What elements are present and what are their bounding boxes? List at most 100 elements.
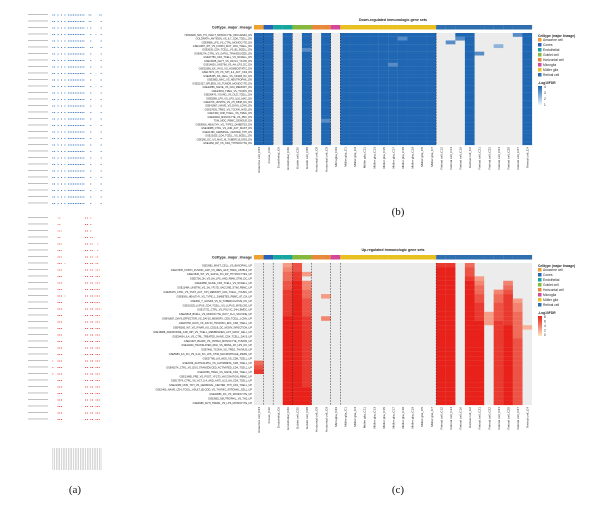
heatmap-cell — [282, 285, 293, 290]
heatmap-cell — [464, 320, 475, 326]
annotation-cell — [330, 25, 341, 30]
column-label: Müller glia_C13 — [372, 407, 376, 429]
overview-dot — [54, 40, 56, 42]
heatmap-cell — [388, 70, 398, 75]
overview-dot — [98, 301, 100, 304]
overview-dot — [98, 379, 100, 382]
heatmap-cell — [426, 33, 437, 37]
heatmap-cell — [512, 33, 523, 37]
overview-dot — [64, 150, 66, 153]
heatmap-cell — [340, 107, 350, 112]
heatmap-cell — [254, 36, 264, 41]
legend-swatch — [538, 58, 542, 62]
heatmap-cell — [263, 118, 274, 123]
overview-dot — [95, 360, 97, 362]
legend-swatch — [538, 63, 542, 67]
heatmap-cell — [378, 100, 389, 105]
heatmap-cell — [292, 294, 303, 299]
heatmap-cell — [445, 316, 456, 321]
heatmap-cell — [416, 122, 427, 127]
heatmap-cell — [263, 77, 274, 82]
overview-dot — [59, 347, 61, 349]
heatmap-cell — [388, 115, 398, 119]
heatmap-cell — [436, 342, 446, 348]
overview-dot — [59, 327, 61, 330]
heatmap-cell — [512, 400, 523, 406]
heatmap-cell — [464, 77, 475, 82]
overview-dot — [60, 379, 63, 382]
annotation-cell — [445, 25, 456, 30]
heatmap-cell — [369, 133, 379, 138]
overview-dot — [79, 137, 81, 140]
overview-dot — [83, 118, 85, 120]
row-label: GSE9006_HEALTHY_VS_TYPE1_DIABETES_DN — [196, 123, 253, 126]
overview-dot — [81, 46, 83, 49]
overview-dot — [83, 53, 85, 55]
overview-dot — [57, 66, 59, 68]
overview-dot — [69, 124, 71, 127]
heatmap-cell — [388, 122, 398, 127]
overview-dot — [57, 144, 59, 146]
overview-dot — [60, 347, 63, 349]
heatmap-cell — [416, 44, 427, 49]
heatmap-cell — [397, 55, 408, 60]
overview-dot — [64, 111, 66, 114]
overview-dot — [79, 170, 81, 172]
column-label: Retinal cell_C25 — [506, 147, 510, 170]
heatmap-cell — [503, 351, 513, 357]
overview-dot — [74, 85, 76, 88]
heatmap-cell — [301, 365, 312, 370]
overview-dot — [85, 308, 87, 310]
overview-dot — [86, 262, 88, 265]
heatmap-cell — [416, 111, 427, 116]
heatmap-cell — [378, 118, 389, 123]
heatmap-cell — [369, 44, 379, 49]
heatmap-cell — [378, 47, 389, 52]
heatmap-cell — [464, 387, 475, 392]
overview-dot — [83, 170, 85, 172]
heatmap-cell — [292, 298, 303, 304]
overview-dot — [83, 27, 85, 29]
heatmap-cell — [359, 81, 370, 86]
heatmap-cell — [464, 96, 475, 101]
heatmap-cell — [282, 74, 293, 78]
overview-dot — [95, 288, 97, 291]
overview-dot — [59, 366, 61, 369]
heatmap-cell — [503, 400, 513, 406]
heatmap-cell — [340, 51, 350, 56]
heatmap-cell — [301, 298, 312, 304]
heatmap-cell — [359, 111, 370, 116]
row-label: GSE22886_DC_VS_MONOCYTE_UP — [209, 393, 252, 396]
legend-swatch — [538, 73, 542, 77]
overview-row-label — [28, 144, 48, 145]
column-label: Retinal cell_C4 — [526, 407, 530, 428]
heatmap-cell — [301, 59, 312, 63]
overview-row-label — [28, 340, 48, 342]
heatmap-cell — [512, 396, 523, 401]
overview-dot — [86, 230, 88, 232]
overview-dot — [64, 66, 66, 68]
heatmap-cell — [522, 96, 533, 101]
heatmap-cell — [512, 329, 523, 335]
overview-dot — [76, 98, 78, 101]
heatmap-cell — [407, 126, 418, 131]
heatmap-cell — [464, 122, 475, 127]
overview-dot — [85, 379, 87, 382]
heatmap-cell — [436, 280, 446, 286]
heatmap-cell — [474, 373, 485, 379]
overview-dot — [95, 321, 97, 323]
annotation-cell — [474, 25, 485, 30]
overview-dot — [57, 131, 59, 133]
overview-dot — [90, 399, 92, 401]
overview-dot — [60, 282, 63, 284]
overview-dot — [74, 170, 76, 172]
overview-dot — [60, 85, 63, 88]
overview-dot — [60, 327, 63, 330]
annotation-cell — [254, 25, 264, 30]
heatmap-cell — [464, 263, 475, 268]
overview-dot — [69, 118, 71, 120]
heatmap-cell — [436, 334, 446, 339]
heatmap-cell — [522, 122, 533, 127]
overview-dot — [57, 418, 59, 421]
overview-dot — [93, 301, 95, 304]
